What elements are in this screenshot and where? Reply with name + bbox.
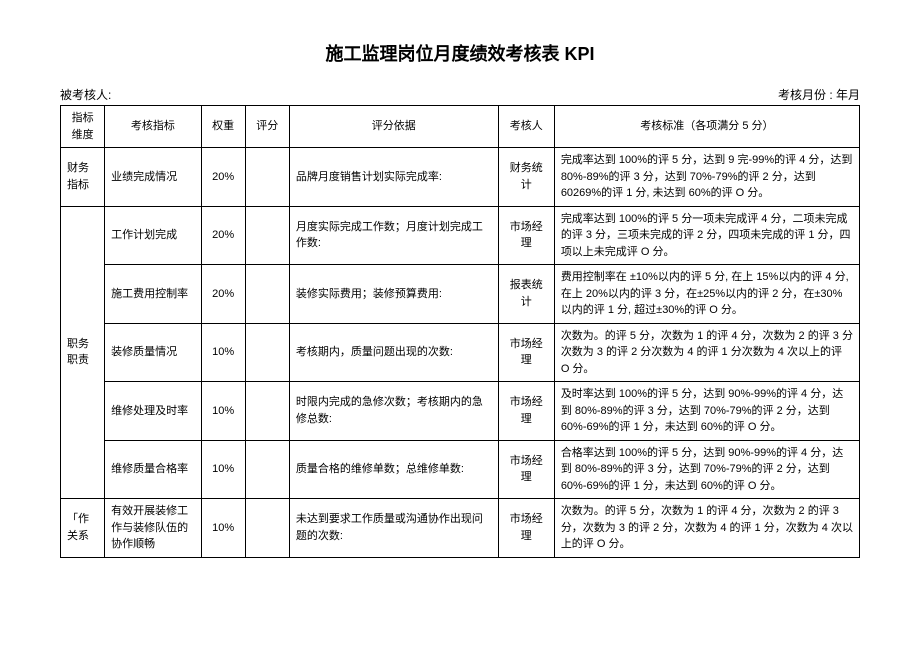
cell-dim: 职务职责 (61, 206, 105, 499)
cell-basis: 时限内完成的急修次数；考核期内的急修总数: (289, 382, 498, 441)
table-header-row: 指标维度 考核指标 权重 评分 评分依据 考核人 考核标准（各项满分 5 分） (61, 106, 860, 148)
table-row: 「作关系有效开展装修工作与装修队伍的协作顺畅10% 未达到要求工作质量或沟通协作出… (61, 499, 860, 558)
cell-weight: 20% (201, 265, 245, 324)
cell-basis: 质量合格的维修单数；总维修单数: (289, 440, 498, 499)
cell-score (245, 440, 289, 499)
cell-weight: 10% (201, 440, 245, 499)
cell-standard: 完成率达到 100%的评 5 分一项未完成评 4 分，二项未完成的评 3 分，三… (554, 206, 859, 265)
cell-score (245, 323, 289, 382)
cell-kpi: 施工费用控制率 (105, 265, 201, 324)
th-dim: 指标维度 (61, 106, 105, 148)
table-row: 施工费用控制率20% 装修实际费用；装修预算费用:报表统计费用控制率在 ±10%以… (61, 265, 860, 324)
meta-left: 被考核人: (60, 86, 111, 103)
th-rater: 考核人 (498, 106, 554, 148)
cell-rater: 报表统计 (498, 265, 554, 324)
cell-score (245, 265, 289, 324)
cell-kpi: 维修质量合格率 (105, 440, 201, 499)
th-weight: 权重 (201, 106, 245, 148)
cell-standard: 次数为。的评 5 分，次数为 1 的评 4 分，次数为 2 的评 3 分次数为 … (554, 323, 859, 382)
cell-standard: 次数为。的评 5 分，次数为 1 的评 4 分，次数为 2 的评 3 分，次数为… (554, 499, 859, 558)
cell-weight: 10% (201, 323, 245, 382)
kpi-table: 指标维度 考核指标 权重 评分 评分依据 考核人 考核标准（各项满分 5 分） … (60, 105, 860, 558)
cell-score (245, 499, 289, 558)
cell-dim: 「作关系 (61, 499, 105, 558)
table-row: 职务职责工作计划完成20%月度实际完成工作数；月度计划完成工作数:市场经理完成率… (61, 206, 860, 265)
cell-standard: 及时率达到 100%的评 5 分，达到 90%-99%的评 4 分，达到 80%… (554, 382, 859, 441)
cell-standard: 费用控制率在 ±10%以内的评 5 分, 在上 15%以内的评 4 分, 在上 … (554, 265, 859, 324)
cell-basis: 月度实际完成工作数；月度计划完成工作数: (289, 206, 498, 265)
table-body: 财务指标业绩完成情况20%品牌月度销售计划实际完成率:财务统计完成率达到 100… (61, 148, 860, 558)
cell-basis: 品牌月度销售计划实际完成率: (289, 148, 498, 207)
table-row: 维修质量合格率10% 质量合格的维修单数；总维修单数:市场经理合格率达到 100%… (61, 440, 860, 499)
cell-weight: 20% (201, 148, 245, 207)
cell-rater: 市场经理 (498, 323, 554, 382)
cell-kpi: 维修处理及时率 (105, 382, 201, 441)
meta-right: 考核月份 : 年月 (778, 86, 860, 103)
cell-dim: 财务指标 (61, 148, 105, 207)
th-kpi: 考核指标 (105, 106, 201, 148)
meta-row: 被考核人: 考核月份 : 年月 (60, 86, 860, 103)
cell-rater: 市场经理 (498, 499, 554, 558)
cell-weight: 20% (201, 206, 245, 265)
cell-kpi: 装修质量情况 (105, 323, 201, 382)
cell-rater: 市场经理 (498, 382, 554, 441)
page-title: 施工监理岗位月度绩效考核表 KPI (60, 40, 860, 66)
table-row: 财务指标业绩完成情况20% 品牌月度销售计划实际完成率:财务统计完成率达到 100… (61, 148, 860, 207)
cell-basis: 考核期内，质量问题出现的次数: (289, 323, 498, 382)
cell-weight: 10% (201, 499, 245, 558)
cell-kpi: 业绩完成情况 (105, 148, 201, 207)
table-row: 维修处理及时率10% 时限内完成的急修次数；考核期内的急修总数:市场经理及时率达到… (61, 382, 860, 441)
cell-basis: 未达到要求工作质量或沟通协作出现问题的次数: (289, 499, 498, 558)
cell-standard: 完成率达到 100%的评 5 分，达到 9 完-99%的评 4 分，达到 80%… (554, 148, 859, 207)
th-basis: 评分依据 (289, 106, 498, 148)
cell-score (245, 206, 289, 265)
cell-rater: 市场经理 (498, 206, 554, 265)
cell-score (245, 382, 289, 441)
cell-kpi: 有效开展装修工作与装修队伍的协作顺畅 (105, 499, 201, 558)
cell-kpi: 工作计划完成 (105, 206, 201, 265)
cell-basis: 装修实际费用；装修预算费用: (289, 265, 498, 324)
th-score: 评分 (245, 106, 289, 148)
cell-standard: 合格率达到 100%的评 5 分，达到 90%-99%的评 4 分，达到 80%… (554, 440, 859, 499)
cell-rater: 财务统计 (498, 148, 554, 207)
cell-score (245, 148, 289, 207)
th-standard: 考核标准（各项满分 5 分） (554, 106, 859, 148)
cell-rater: 市场经理 (498, 440, 554, 499)
table-row: 装修质量情况10% 考核期内，质量问题出现的次数:市场经理次数为。的评 5 分，次… (61, 323, 860, 382)
cell-weight: 10% (201, 382, 245, 441)
